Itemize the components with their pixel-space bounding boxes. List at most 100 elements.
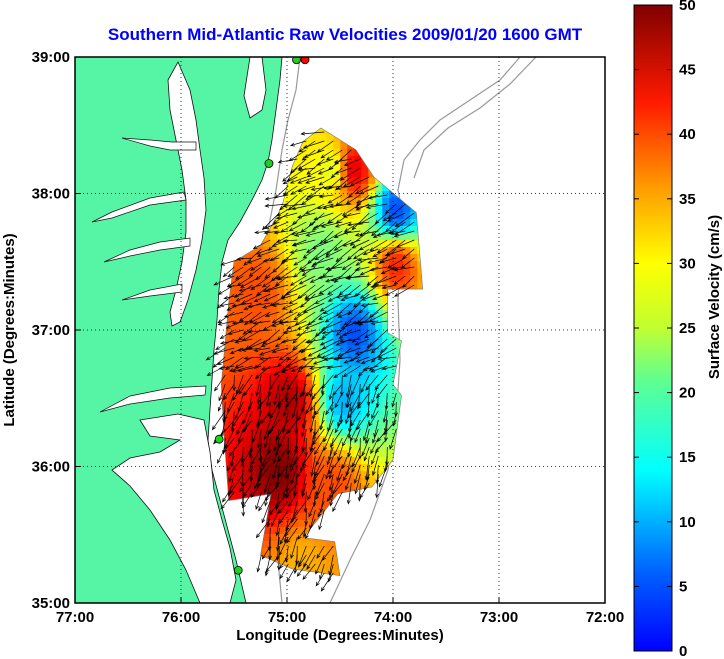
velocity-cell [249, 477, 257, 486]
velocity-cell [368, 379, 376, 388]
velocity-arrow [263, 473, 271, 494]
velocity-cell [361, 260, 369, 269]
velocity-cell [291, 176, 299, 185]
velocity-arrow [271, 311, 289, 324]
velocity-cell [249, 414, 257, 423]
velocity-cell [298, 197, 306, 206]
velocity-arrow [310, 455, 316, 478]
x-tick-label: 76:00 [162, 609, 200, 626]
velocity-arrow [361, 437, 370, 457]
velocity-arrow [293, 257, 307, 266]
velocity-cell [389, 414, 397, 423]
velocity-cell [270, 498, 278, 507]
velocity-cell [396, 274, 404, 283]
velocity-cell [284, 540, 292, 549]
velocity-cell [361, 344, 369, 353]
velocity-cell [270, 295, 278, 304]
bay-tributary-3 [121, 283, 183, 301]
velocity-cell [326, 344, 334, 353]
velocity-cell [396, 260, 404, 269]
velocity-cell [319, 393, 327, 402]
velocity-cell [319, 379, 327, 388]
velocity-cell [319, 337, 327, 346]
velocity-cell [284, 260, 292, 269]
velocity-arrow [341, 203, 361, 216]
velocity-cell [277, 218, 285, 227]
velocity-cell [375, 316, 383, 325]
velocity-cell [396, 239, 404, 248]
velocity-cell [333, 162, 341, 171]
velocity-arrow [296, 302, 316, 317]
velocity-cell [249, 253, 257, 262]
velocity-arrow [220, 491, 235, 510]
velocity-cell [319, 190, 327, 199]
velocity-arrow [275, 212, 298, 220]
velocity-cell [389, 407, 397, 416]
velocity-arrow [243, 302, 262, 311]
velocity-arrow [342, 212, 361, 218]
velocity-arrow [306, 167, 325, 178]
velocity-cell [298, 141, 306, 150]
velocity-cell [270, 491, 278, 500]
velocity-cell [319, 148, 327, 157]
velocity-cell [284, 519, 292, 528]
velocity-arrow [243, 311, 262, 326]
velocity-arrow [252, 239, 271, 250]
velocity-cell [312, 393, 320, 402]
velocity-arrow [346, 221, 370, 227]
velocity-arrow [231, 410, 244, 428]
velocity-cell [291, 365, 299, 374]
velocity-cell [368, 218, 376, 227]
velocity-cell [382, 295, 390, 304]
velocity-arrow [260, 410, 271, 424]
velocity-cell [263, 337, 271, 346]
velocity-cell [326, 491, 334, 500]
velocity-cell [340, 309, 348, 318]
velocity-cell [284, 379, 292, 388]
velocity-cell [333, 435, 341, 444]
velocity-cell [277, 225, 285, 234]
velocity-arrow [374, 437, 388, 454]
velocity-cell [326, 428, 334, 437]
velocity-cell [382, 288, 390, 297]
velocity-arrow [309, 410, 316, 433]
velocity-arrow [298, 347, 316, 353]
velocity-cell [396, 218, 404, 227]
velocity-cell [333, 134, 341, 143]
velocity-arrow [287, 419, 298, 434]
velocity-arrow [300, 266, 325, 273]
velocity-arrow [371, 401, 379, 420]
velocity-cell [298, 183, 306, 192]
velocity-arrow [261, 446, 271, 467]
velocity-cell [298, 547, 306, 556]
velocity-cell [305, 491, 313, 500]
velocity-arrow [333, 437, 343, 457]
velocity-arrow [335, 293, 352, 299]
velocity-cell [319, 428, 327, 437]
velocity-arrow [357, 482, 362, 502]
velocity-arrow [344, 401, 352, 425]
velocity-arrow [273, 428, 280, 452]
velocity-cell [368, 183, 376, 192]
velocity-cell [403, 253, 411, 262]
velocity-arrow [269, 401, 280, 420]
velocity-cell [319, 491, 327, 500]
velocity-cell [368, 414, 376, 423]
velocity-cell [326, 169, 334, 178]
velocity-cell [284, 274, 292, 283]
velocity-arrow [274, 338, 289, 348]
velocity-cell [277, 498, 285, 507]
velocity-arrow [314, 248, 334, 261]
velocity-cell [347, 183, 355, 192]
velocity-arrow [249, 464, 254, 483]
velocity-cell [270, 442, 278, 451]
velocity-cell [368, 442, 376, 451]
velocity-cell [326, 456, 334, 465]
velocity-cell [284, 358, 292, 367]
velocity-cell [361, 267, 369, 276]
velocity-arrow [362, 248, 379, 256]
velocity-arrow [296, 320, 316, 330]
velocity-cell [270, 393, 278, 402]
velocity-cell [312, 232, 320, 241]
velocity-cell [284, 393, 292, 402]
